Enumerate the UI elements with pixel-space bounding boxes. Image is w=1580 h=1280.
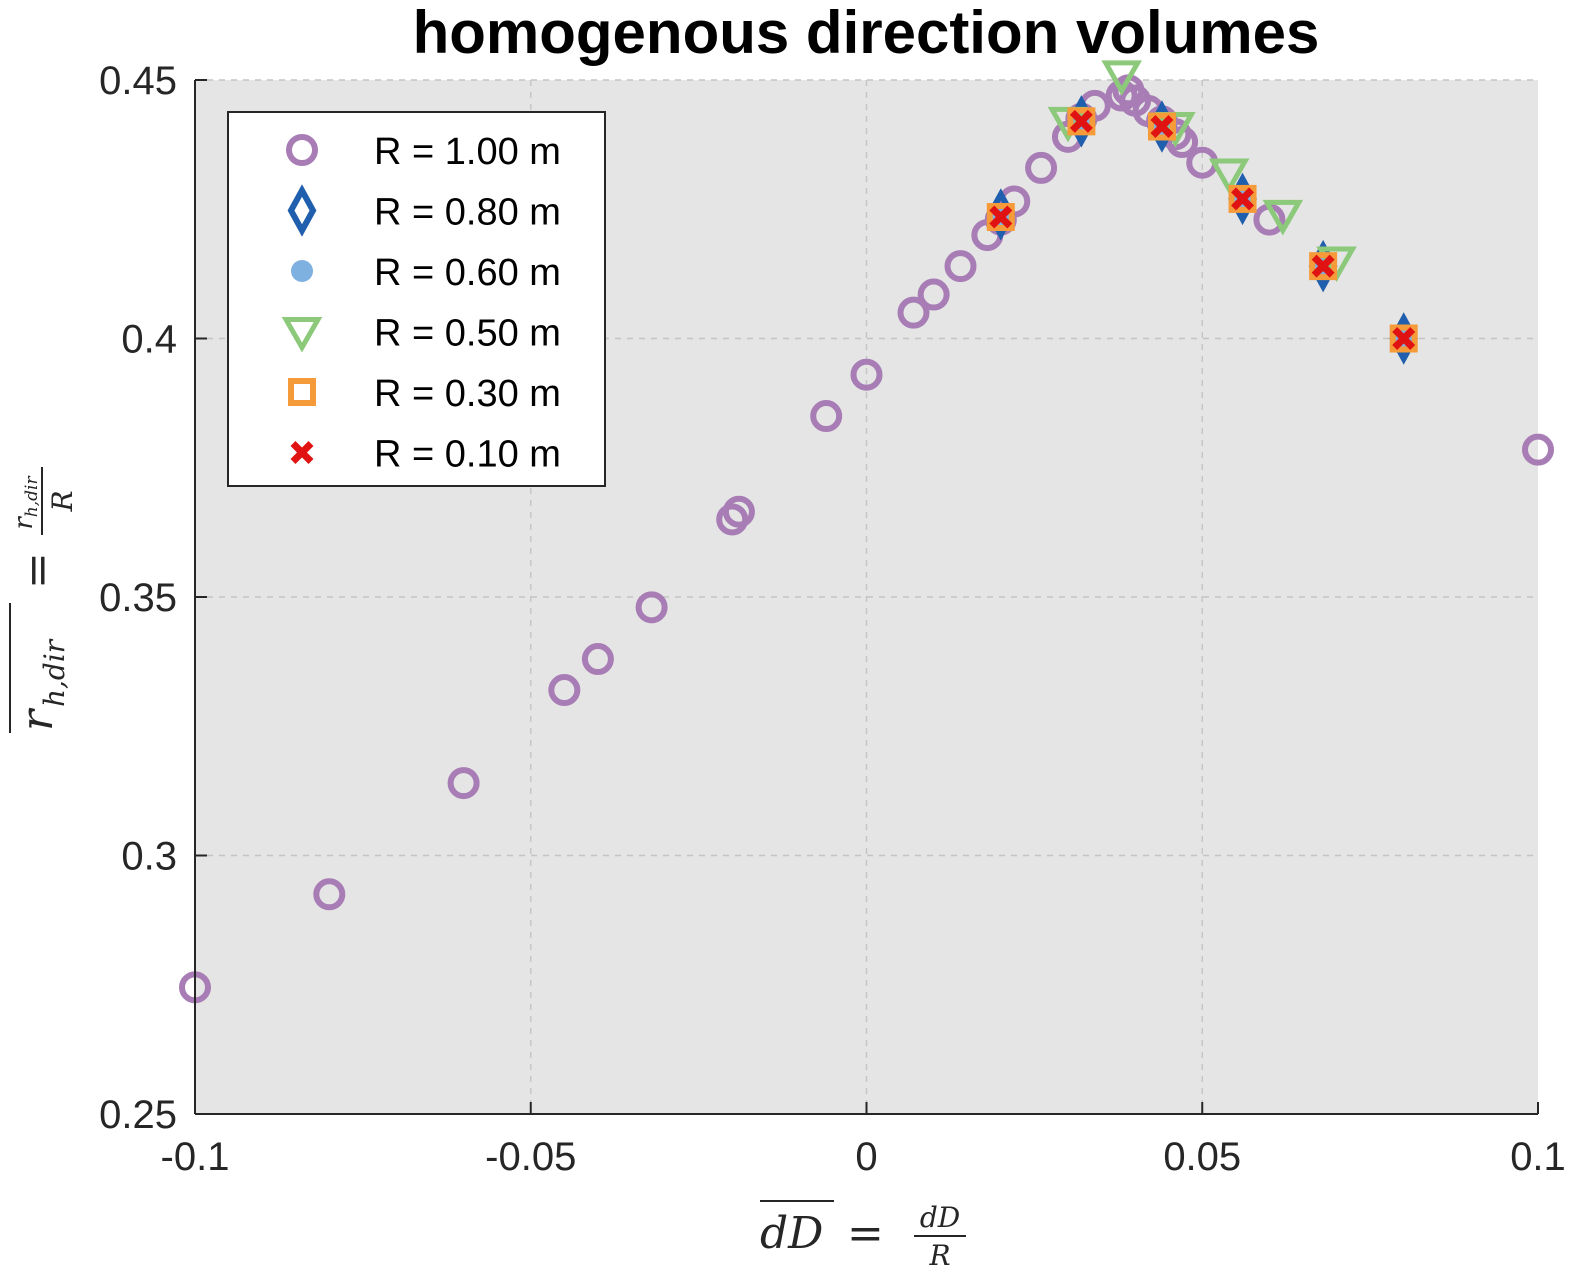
svg-text:dD: dD	[920, 1201, 960, 1234]
data-point	[1231, 187, 1255, 211]
data-point	[1069, 109, 1093, 133]
legend: R = 1.00 m R = 0.80 m R = 0.60 m R = 0.50 m…	[227, 111, 606, 487]
data-point	[897, 296, 930, 329]
data-point	[989, 205, 1013, 229]
legend-marker	[288, 378, 316, 406]
data-point	[635, 591, 668, 624]
legend-label: R = 0.30 m	[374, 373, 561, 415]
data-point	[313, 878, 346, 911]
legend-label: R = 0.60 m	[374, 252, 561, 294]
data-point	[917, 278, 950, 311]
x-tick-label: 0.1	[1510, 1135, 1566, 1179]
data-point	[1392, 327, 1416, 350]
y-tick-label: 0.35	[99, 576, 177, 620]
legend-label: R = 0.10 m	[374, 434, 561, 476]
data-point	[1262, 199, 1304, 236]
data-point	[1309, 252, 1338, 281]
data-point	[1389, 324, 1418, 353]
x-tick-label: 0.05	[1163, 1135, 1241, 1179]
data-point	[1522, 433, 1554, 466]
data-point	[1311, 254, 1335, 278]
data-point	[1025, 151, 1058, 184]
y-axis-label: r h,dir = rh,dir R	[9, 467, 79, 733]
y-tick-label: 0.4	[121, 318, 177, 362]
data-point	[722, 495, 755, 528]
svg-text:R: R	[46, 490, 79, 512]
data-point	[986, 203, 1015, 232]
data-point	[810, 400, 843, 433]
legend-label: R = 1.00 m	[374, 131, 561, 173]
series-x	[989, 109, 1416, 350]
svg-text:dD: dD	[760, 1208, 823, 1259]
data-point	[1208, 158, 1250, 195]
y-tick-label: 0.45	[99, 59, 177, 103]
y-tick-label: 0.25	[99, 1093, 177, 1137]
data-point	[1228, 184, 1257, 213]
data-point	[581, 643, 614, 676]
legend-marker	[290, 441, 314, 464]
data-point	[1101, 60, 1142, 96]
legend-marker	[286, 134, 318, 166]
data-point	[1147, 112, 1176, 141]
svg-text:r: r	[12, 707, 63, 731]
legend-marker	[281, 317, 323, 353]
svg-text:=: =	[847, 1208, 884, 1259]
data-point	[548, 674, 581, 707]
data-point	[850, 358, 883, 391]
chart-title: homogenous direction volumes	[413, 0, 1320, 66]
data-point	[1067, 107, 1096, 136]
svg-text:=: =	[12, 552, 63, 589]
data-point	[1150, 115, 1174, 139]
svg-text:h,dir: h,dir	[38, 638, 71, 707]
x-tick-label: -0.1	[161, 1135, 230, 1179]
legend-marker	[287, 184, 317, 237]
data-point	[716, 503, 749, 536]
y-axis-ticks: 0.25 0.3 0.35 0.4 0.45	[99, 59, 207, 1137]
series-circle	[1522, 433, 1554, 466]
data-point	[944, 250, 977, 283]
legend-marker	[291, 260, 313, 282]
series-square	[986, 107, 1418, 353]
legend-label: R = 0.50 m	[374, 313, 561, 355]
x-tick-label: 0	[855, 1135, 877, 1179]
data-markers	[179, 60, 1554, 1004]
x-tick-label: -0.05	[485, 1135, 576, 1179]
svg-text:rh,dir: rh,dir	[9, 476, 42, 530]
y-tick-label: 0.3	[121, 835, 177, 879]
data-point	[447, 767, 480, 800]
x-axis-ticks: -0.1 -0.05 0 0.05 0.1	[161, 1102, 1566, 1179]
legend-label: R = 0.80 m	[374, 192, 561, 234]
x-axis-label: dD = dD R	[760, 1200, 966, 1272]
svg-text:R: R	[928, 1239, 950, 1272]
